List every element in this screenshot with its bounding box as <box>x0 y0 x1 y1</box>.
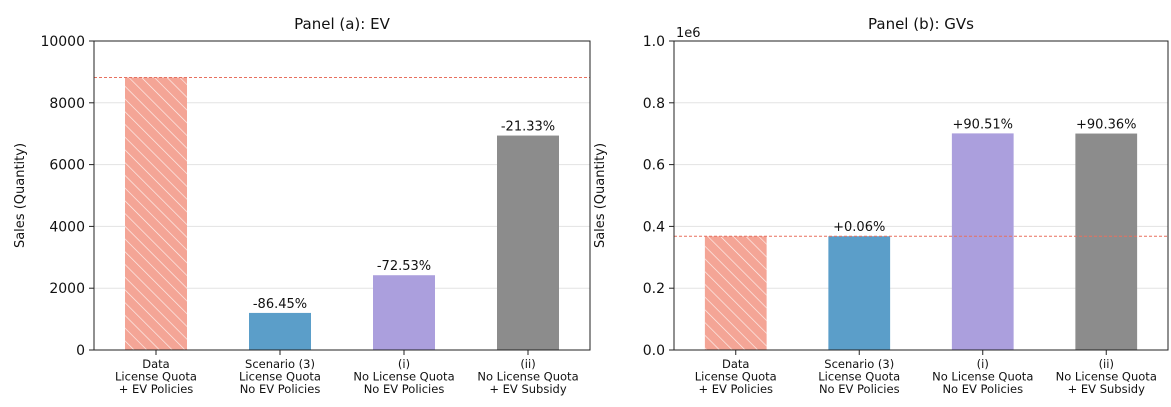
panel-a-x-tick-label-line: No EV Policies <box>364 382 445 396</box>
panel-a-x-tick-label-line: Scenario (3) <box>245 357 315 371</box>
panel-a-bar-2 <box>249 312 311 350</box>
panel-a-data-label-4: -21.33% <box>501 120 555 135</box>
panel-b-x-tick-label-line: (ii) <box>1099 357 1114 371</box>
panel-b-plot-frame <box>673 40 1169 351</box>
panel-a-bar-4 <box>497 135 559 350</box>
panel-b-data-label-2: +0.06% <box>833 220 885 235</box>
panel-a-data-label-2: -86.45% <box>253 297 307 312</box>
panel-b-x-tick-label-line: No License Quota <box>1056 370 1157 384</box>
panel-a-x-tick-label-line: No License Quota <box>353 370 454 384</box>
panel-b-bar-4 <box>1075 133 1138 350</box>
panel-b-x-tick-label-line: License Quota <box>818 370 900 384</box>
panel-a-x-tick-label-line: + EV Policies <box>119 382 194 396</box>
panel-b-y-tick-label: 0.0 <box>643 343 665 359</box>
panel-a-x-tick-label-1: Data License Quota + EV Policies <box>115 357 197 396</box>
panel-b-x-tick-label-line: License Quota <box>695 370 777 384</box>
panel-a-x-tick-label-line: No EV Policies <box>240 382 321 396</box>
panel-b-x-tick-label-line: Scenario (3) <box>824 357 894 371</box>
panel-b-x-tick-label-line: No License Quota <box>932 370 1033 384</box>
panel-a-data-labels: -86.45% -72.53% -21.33% <box>253 120 555 312</box>
panel-a-bars <box>125 77 559 350</box>
panel-a-y-tick-label: 6000 <box>49 158 85 174</box>
panel-b-y-ticks: 0.0 0.2 0.4 0.6 0.8 1.0 <box>643 34 674 359</box>
panel-b-x-tick-label-line: (i) <box>977 357 989 371</box>
panel-a-x-tick-label-line: License Quota <box>115 370 197 384</box>
panel-a-x-tick-label-4: (ii) No License Quota + EV Subsidy <box>477 357 578 396</box>
panel-a-y-tick-label: 4000 <box>49 219 85 235</box>
panel-b-y-tick-label: 0.4 <box>643 219 665 235</box>
panel-b-x-tick-label-4: (ii) No License Quota + EV Subsidy <box>1056 357 1157 396</box>
panel-a-x-tick-label-line: (ii) <box>520 357 535 371</box>
panel-a-y-ticks: 0 2000 4000 6000 8000 10000 <box>40 34 94 359</box>
panel-b-y-tick-label: 0.6 <box>643 158 665 174</box>
panel-a-y-axis-label: Sales (Quantity) <box>13 143 28 248</box>
panel-b-y-tick-label: 1.0 <box>643 34 665 50</box>
panel-a-y-tick-label: 10000 <box>40 34 85 50</box>
panel-b: 0.00.20.40.60.81.0 Data License Quota + EV… <box>593 15 1169 396</box>
panel-b-x-tick-label-line: Data <box>722 357 749 371</box>
panel-b-data-label-3: +90.51% <box>953 117 1013 132</box>
panel-a-y-tick-label: 8000 <box>49 96 85 112</box>
panel-a-plot-frame <box>93 40 591 351</box>
panel-b-x-tick-label-2: Scenario (3) License Quota No EV Policies <box>818 357 900 396</box>
panel-b-x-tick-label-line: No EV Policies <box>942 382 1023 396</box>
panel-b-y-tick-label: 0.8 <box>643 96 665 112</box>
panel-b-bar-1-hatch <box>704 236 767 350</box>
panel-b-x-tick-label-line: + EV Policies <box>698 382 773 396</box>
panel-b-title: Panel (b): GVs <box>868 15 974 33</box>
panel-a-data-label-3: -72.53% <box>377 259 431 274</box>
panel-b-bar-2 <box>828 236 891 350</box>
panel-b-x-tick-label-1: Data License Quota + EV Policies <box>695 357 777 396</box>
panel-a-y-tick-label: 2000 <box>49 281 85 297</box>
panel-b-data-label-4: +90.36% <box>1076 118 1136 133</box>
panel-b-x-tick-label-line: No EV Policies <box>819 382 900 396</box>
panel-a-y-tick-label: 0 <box>76 343 85 359</box>
panel-b-bar-3 <box>951 133 1014 350</box>
panel-a-x-tick-label-line: License Quota <box>239 370 321 384</box>
panel-a-x-tick-label-line: No License Quota <box>477 370 578 384</box>
panel-a-bar-1-hatch <box>125 77 187 350</box>
panel-b-y-axis-label: Sales (Quantity) <box>593 143 608 248</box>
panel-b-bars <box>704 133 1138 350</box>
panel-b-offset-text: 1e6 <box>676 26 701 41</box>
panel-b-y-tick-label: 0.2 <box>643 281 665 297</box>
panel-a-bar-3 <box>373 275 435 350</box>
panel-a-title: Panel (a): EV <box>294 15 390 33</box>
panel-a-x-tick-label-3: (i) No License Quota No EV Policies <box>353 357 454 396</box>
panel-a-x-tick-label-line: (i) <box>398 357 410 371</box>
panel-a-x-tick-label-2: Scenario (3) License Quota No EV Policies <box>239 357 321 396</box>
panel-b-x-tick-label-3: (i) No License Quota No EV Policies <box>932 357 1033 396</box>
panel-a-x-tick-label-line: Data <box>142 357 169 371</box>
panel-b-data-labels: +0.06% +90.51% +90.36% <box>833 117 1136 235</box>
panel-b-x-tick-label-line: + EV Subsidy <box>1068 382 1145 396</box>
panel-a-x-tick-label-line: + EV Subsidy <box>489 382 566 396</box>
